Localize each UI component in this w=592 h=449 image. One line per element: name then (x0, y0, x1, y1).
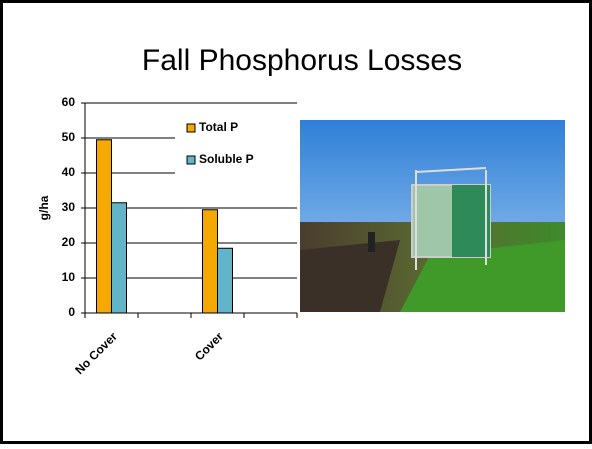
bar (202, 209, 218, 314)
y-axis-label: g/ha (37, 195, 51, 220)
y-tick-label: 50 (62, 130, 76, 144)
bar (111, 202, 127, 314)
bar (217, 247, 233, 314)
y-tick-label: 10 (62, 270, 76, 284)
y-tick-label: 40 (62, 165, 76, 179)
y-tick-label: 60 (62, 95, 76, 109)
photo (300, 120, 565, 312)
y-tick-label: 30 (62, 200, 76, 214)
slide-title: Fall Phosphorus Losses (142, 44, 462, 77)
legend-label: Soluble P (199, 152, 254, 166)
y-tick-label: 0 (68, 305, 75, 319)
y-tick-label: 20 (62, 235, 76, 249)
legend-swatch (186, 123, 196, 133)
legend: Total P Soluble P (175, 112, 297, 176)
legend-swatch (186, 155, 196, 165)
legend-label: Total P (199, 120, 238, 134)
legend-box (175, 112, 297, 176)
bar (96, 139, 112, 314)
